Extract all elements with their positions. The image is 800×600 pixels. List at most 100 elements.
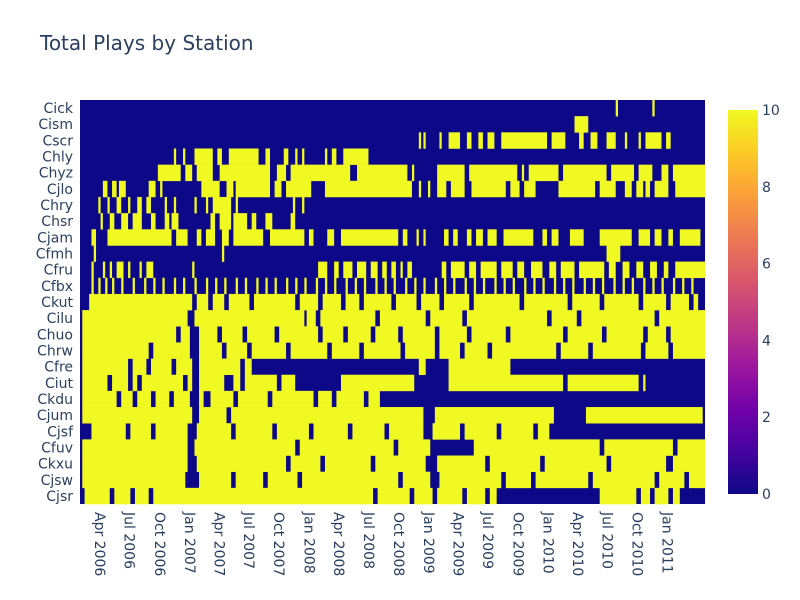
x-tick-label: Apr 2008 [330, 512, 346, 576]
heatmap-cell [375, 455, 426, 472]
heatmap-cell [276, 164, 287, 182]
heatmap-cell [450, 180, 465, 198]
heatmap-cell [563, 164, 607, 182]
heatmap-cell [482, 277, 486, 295]
y-tick-label: Ckut [41, 295, 73, 311]
heatmap-cell [670, 293, 689, 311]
heatmap-cell [173, 148, 177, 165]
heatmap-cell [448, 132, 461, 149]
heatmap-cell [631, 277, 635, 295]
heatmap-cell [295, 148, 298, 165]
y-tick-label: Ckxu [38, 457, 73, 473]
heatmap-cell [650, 261, 657, 279]
heatmap-cell [592, 471, 655, 489]
y-tick-label: Chly [42, 150, 73, 166]
y-tick-label: Cilu [47, 311, 73, 327]
heatmap-cell [157, 164, 181, 182]
heatmap-cell [473, 277, 477, 295]
heatmap-cell [640, 487, 651, 505]
heatmap-cell [444, 293, 470, 311]
heatmap-cell [384, 277, 387, 295]
heatmap-cell [661, 164, 669, 182]
heatmap-cell [322, 326, 344, 343]
heatmap-cell [606, 326, 644, 343]
heatmap-cell [645, 132, 662, 149]
heatmap-cell [171, 213, 179, 230]
heatmap-cell [192, 261, 195, 279]
heatmap-cell [437, 180, 447, 198]
heatmap-cell [688, 471, 705, 489]
heatmap-cell [107, 229, 172, 246]
heatmap-cell [82, 310, 188, 327]
heatmap-cell [196, 423, 232, 440]
x-tick-label: Jan 2008 [300, 511, 316, 574]
heatmap-cell [281, 374, 296, 392]
heatmap-cell [205, 229, 216, 246]
heatmap-cell [176, 229, 188, 246]
y-tick-label: Cjlo [47, 182, 73, 198]
heatmap-cell [402, 471, 431, 489]
heatmap-cell [393, 277, 396, 295]
heatmap-cell [592, 342, 641, 359]
heatmap-cell [494, 277, 497, 295]
heatmap-cell [343, 261, 353, 279]
y-tick-label: Chry [40, 198, 73, 214]
heatmap-cell [421, 293, 440, 311]
heatmap-cell [82, 471, 186, 489]
heatmap-cell [233, 229, 264, 246]
heatmap-cell [302, 148, 305, 165]
heatmap-cell [150, 358, 172, 376]
x-tick-label: Apr 2010 [569, 512, 585, 576]
x-axis: Apr 2006 Jul 2006 Oct 2006 Jan 2007 Apr 2007… [91, 511, 675, 576]
heatmap-cell [235, 277, 238, 295]
heatmap-cell [102, 180, 108, 198]
heatmap-cell [439, 132, 442, 149]
heatmap-cell [180, 326, 190, 343]
heatmap-cell [476, 229, 483, 246]
heatmap-cell [542, 229, 548, 246]
heatmap-cell [194, 310, 305, 327]
heatmap-cell [199, 342, 222, 359]
heatmap-cell [82, 374, 108, 392]
heatmap-cell [560, 261, 575, 279]
heatmap-cell [414, 487, 433, 505]
heatmap-cell [196, 455, 287, 472]
heatmap-cell [194, 196, 197, 214]
x-tick-label: Jan 2007 [181, 511, 197, 574]
heatmap-cell [448, 374, 564, 392]
heatmap-cell [137, 196, 142, 214]
heatmap-cell [622, 261, 630, 279]
heatmap-cell [205, 196, 209, 214]
heatmap-cell [315, 277, 319, 295]
heatmap-cell [624, 180, 632, 198]
heatmap-cell [324, 148, 328, 165]
heatmap-cell [672, 455, 705, 472]
heatmap-cell [279, 326, 319, 343]
heatmap-cell [224, 277, 227, 295]
heatmap-cell [183, 148, 186, 165]
plot-area [80, 100, 705, 505]
heatmap-cell [551, 132, 566, 149]
heatmap-cell [572, 293, 600, 311]
heatmap-cell [155, 390, 170, 408]
heatmap-cell [512, 277, 515, 295]
heatmap-cell [116, 261, 124, 279]
heatmap-cell [226, 342, 248, 359]
heatmap-cell [659, 471, 685, 489]
x-tick-label: Oct 2010 [629, 512, 645, 576]
x-tick-label: Jul 2008 [360, 511, 376, 569]
heatmap-cell [137, 390, 151, 408]
heatmap-cell [93, 245, 97, 262]
heatmap-cell [82, 407, 193, 424]
heatmap-cell [377, 487, 410, 505]
heatmap-cell [109, 261, 113, 279]
heatmap-cells [82, 100, 705, 505]
heatmap-cell [98, 196, 101, 214]
heatmap-cell [466, 487, 486, 505]
heatmap-cell [542, 277, 545, 295]
heatmap-cell [601, 277, 605, 295]
heatmap-cell [155, 423, 188, 440]
heatmap-cell [558, 180, 596, 198]
heatmap-cell [441, 261, 447, 279]
heatmap-cell [604, 439, 673, 456]
